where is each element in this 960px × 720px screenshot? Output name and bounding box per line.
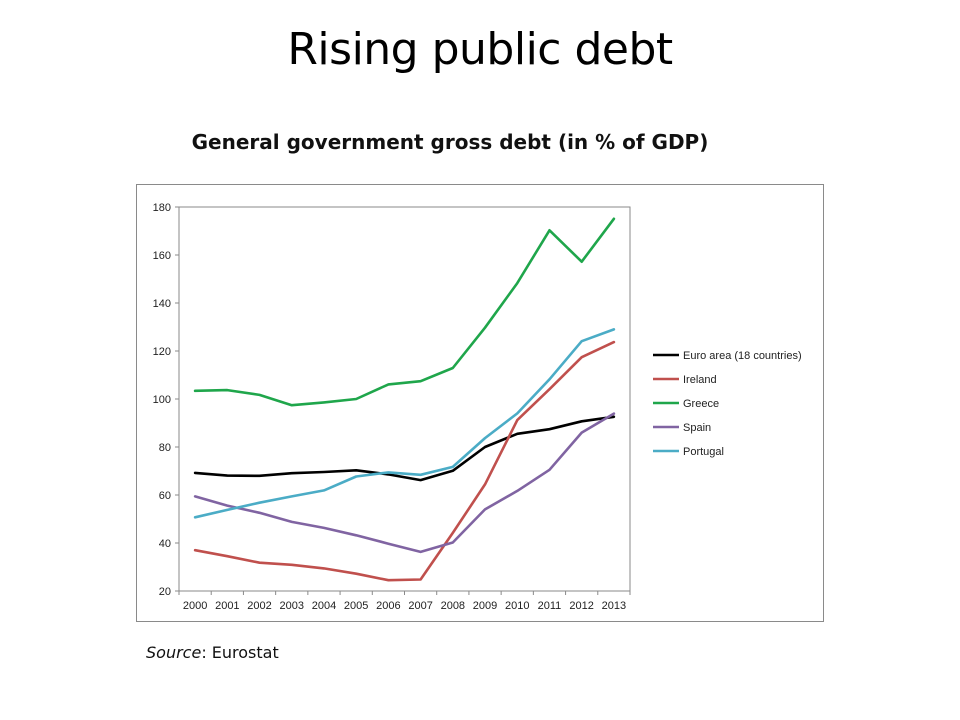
legend: Euro area (18 countries) Ireland Greece Spa… [653, 350, 802, 458]
x-tick-label: 2010 [505, 600, 529, 612]
legend-label-portugal: Portugal [683, 446, 724, 458]
y-tick-label: 160 [153, 250, 171, 262]
y-tick-label: 120 [153, 346, 171, 358]
series-line-ireland [193, 340, 616, 582]
x-tick-label: 2005 [344, 600, 368, 612]
source-label: Source [146, 643, 202, 662]
axes-layer [175, 206, 631, 595]
y-tick-label: 180 [153, 202, 171, 214]
y-tick-label: 140 [153, 298, 171, 310]
x-tick-label: 2003 [280, 600, 304, 612]
y-tick-label: 60 [159, 490, 171, 502]
chart-frame: 20 40 60 80 100 120 140 160 180 2000 2001 2002 2003… [136, 184, 824, 622]
chart-title: General government gross debt (in % of G… [191, 130, 709, 154]
y-tick-label: 20 [159, 586, 171, 598]
series-line-portugal [193, 328, 616, 519]
y-tick-label: 40 [159, 538, 171, 550]
legend-label-greece: Greece [683, 398, 719, 410]
series-lines [193, 217, 616, 582]
y-tick-label: 80 [159, 442, 171, 454]
x-tick-label: 2002 [247, 600, 271, 612]
x-tick-label: 2001 [215, 600, 239, 612]
slide-title: Rising public debt [287, 24, 673, 75]
debt-line-chart: 20 40 60 80 100 120 140 160 180 2000 2001 2002 2003… [153, 202, 802, 612]
x-tick-label: 2008 [441, 600, 465, 612]
x-tick-label: 2000 [183, 600, 207, 612]
x-tick-label: 2011 [538, 600, 562, 612]
y-tick-label: 100 [153, 394, 171, 406]
source-text: : Eurostat [201, 643, 279, 662]
legend-label-spain: Spain [683, 422, 711, 434]
plot-area-border [178, 206, 631, 592]
legend-label-euro-area-18-countries: Euro area (18 countries) [683, 350, 802, 362]
x-tick-labels: 2000 2001 2002 2003 2004 2005 2006 2007 2008 2009… [183, 600, 626, 612]
y-tick-labels: 20 40 60 80 100 120 140 160 180 [153, 202, 171, 598]
legend-label-ireland: Ireland [683, 374, 717, 386]
series-line-spain [193, 412, 616, 554]
x-tick-label: 2006 [376, 600, 400, 612]
x-tick-label: 2013 [602, 600, 626, 612]
series-line-euro-area-18-countries [193, 415, 616, 482]
x-tick-label: 2007 [408, 600, 432, 612]
x-tick-label: 2004 [312, 600, 336, 612]
x-tick-label: 2009 [473, 600, 497, 612]
series-line-greece [193, 217, 616, 407]
x-tick-label: 2012 [569, 600, 593, 612]
source-note: Source: Eurostat [146, 643, 279, 662]
